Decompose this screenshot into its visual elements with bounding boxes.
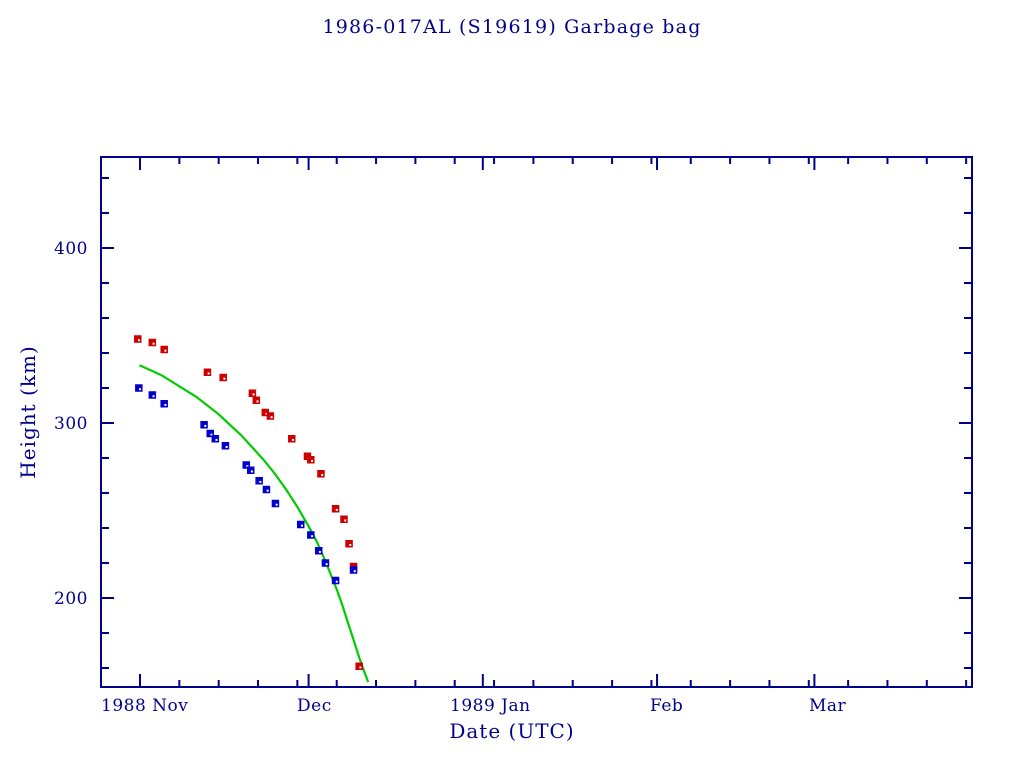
chart-title: 1986-017AL (S19619) Garbage bag <box>322 16 702 38</box>
perigee-height-marker <box>262 485 271 494</box>
perigee-height-marker <box>135 384 143 392</box>
perigee-height-marker <box>271 499 280 508</box>
apogee-height-marker <box>219 373 227 382</box>
perigee-height-marker <box>331 576 340 585</box>
perigee-height-marker <box>242 461 250 469</box>
apogee-height-marker <box>345 540 353 548</box>
apogee-height-marker <box>248 389 257 397</box>
apogee-height-marker <box>287 435 296 443</box>
x-axis-title: Date (UTC) <box>449 719 575 743</box>
x-tick-label-mar: Mar <box>809 696 847 716</box>
perigee-height-marker <box>211 435 220 443</box>
apogee-height-marker <box>340 515 348 523</box>
data-points <box>134 335 363 670</box>
apogee-height-marker <box>317 470 325 478</box>
apogee-height-marker <box>355 662 363 670</box>
x-tick-label-jan: 1989 Jan <box>450 696 531 716</box>
perigee-height-marker <box>255 477 263 485</box>
decay-fit-curve <box>138 364 370 683</box>
perigee-height-marker <box>296 520 305 529</box>
x-tick-label-nov: 1988 Nov <box>101 696 189 716</box>
apogee-height-marker <box>331 505 340 513</box>
apogee-height-marker <box>307 456 315 464</box>
perigee-height-marker <box>349 566 358 574</box>
perigee-height-marker <box>314 547 323 555</box>
perigee-height-marker <box>160 400 168 408</box>
perigee-height-marker <box>321 559 330 567</box>
perigee-height-marker <box>221 442 230 450</box>
apogee-height-marker <box>252 396 261 404</box>
apogee-height-marker <box>203 368 212 376</box>
perigee-height-marker <box>200 421 208 429</box>
perigee-height-marker <box>307 531 315 539</box>
apogee-height-marker <box>134 335 142 343</box>
apogee-height-marker <box>266 412 275 420</box>
y-tick-label-200: 200 <box>54 589 88 609</box>
axis-ticks <box>101 157 972 687</box>
y-tick-label-300: 300 <box>54 414 88 434</box>
apogee-height-marker <box>148 338 157 347</box>
y-tick-label-400: 400 <box>54 239 88 259</box>
x-tick-label-dec: Dec <box>297 696 332 716</box>
perigee-height-marker <box>206 429 214 438</box>
x-tick-label-feb: Feb <box>650 696 684 716</box>
axes-frame <box>100 156 973 688</box>
perigee-height-marker <box>148 391 157 399</box>
apogee-height-marker <box>160 345 168 354</box>
perigee-height-marker <box>246 466 255 474</box>
